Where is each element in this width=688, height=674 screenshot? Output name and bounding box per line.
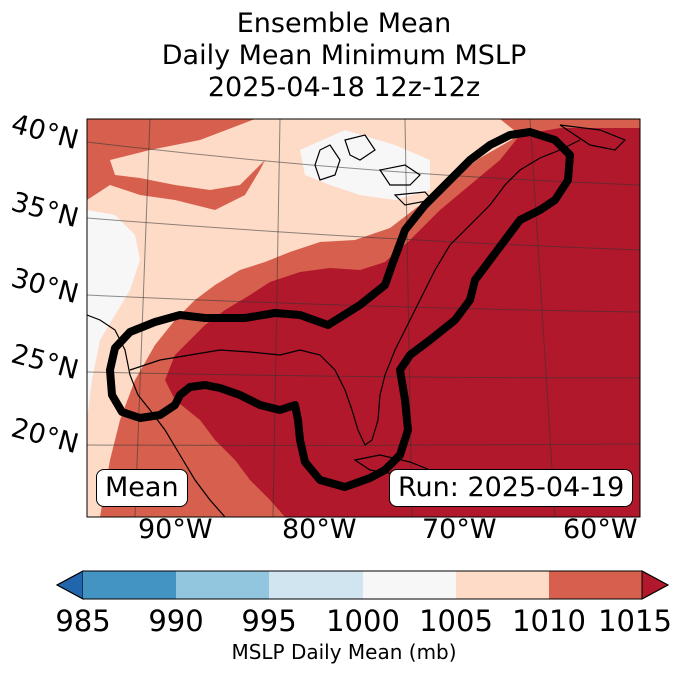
lon-label-70w: 70°W [422, 514, 497, 545]
title-line-3: 2025-04-18 12z-12z [207, 72, 481, 103]
colorbar-segment-985 [83, 571, 176, 599]
colorbar-segment-995 [269, 571, 363, 599]
colorbar-tick-985: 985 [55, 604, 111, 638]
colorbar-tick-995: 995 [241, 604, 297, 638]
colorbar-tick-1005: 1005 [419, 604, 493, 638]
colorbar-segment-990 [176, 571, 269, 599]
region-1005-north [110, 119, 300, 190]
map-frame [86, 118, 641, 518]
title-line-1: Ensemble Mean [236, 8, 452, 39]
mean-label: Mean [96, 469, 188, 507]
region-1000 [87, 210, 140, 420]
colorbar-tick-1015: 1015 [598, 604, 672, 638]
map-area [87, 119, 640, 517]
colorbar-tick-990: 990 [148, 604, 204, 638]
run-label: Run: 2025-04-19 [389, 469, 634, 507]
colorbar-extend-high [641, 570, 670, 600]
colorbar-tick-1000: 1000 [326, 604, 400, 638]
colorbar-segment-1000 [363, 571, 456, 599]
colorbar [55, 570, 670, 600]
lon-label-80w: 80°W [282, 514, 357, 545]
colorbar-extend-low [55, 570, 84, 600]
colorbar-tick-1010: 1010 [512, 604, 586, 638]
region-1005 [87, 119, 520, 517]
region-1000-lakes [300, 130, 430, 200]
title-line-2: Daily Mean Minimum MSLP [161, 40, 527, 71]
colorbar-segment-1005 [456, 571, 549, 599]
lon-label-90w: 90°W [138, 514, 213, 545]
lon-label-60w: 60°W [563, 514, 638, 545]
colorbar-segment-1010 [549, 571, 642, 599]
pressure-contour [106, 128, 574, 491]
colorbar-label: MSLP Daily Mean (mb) [231, 640, 457, 664]
